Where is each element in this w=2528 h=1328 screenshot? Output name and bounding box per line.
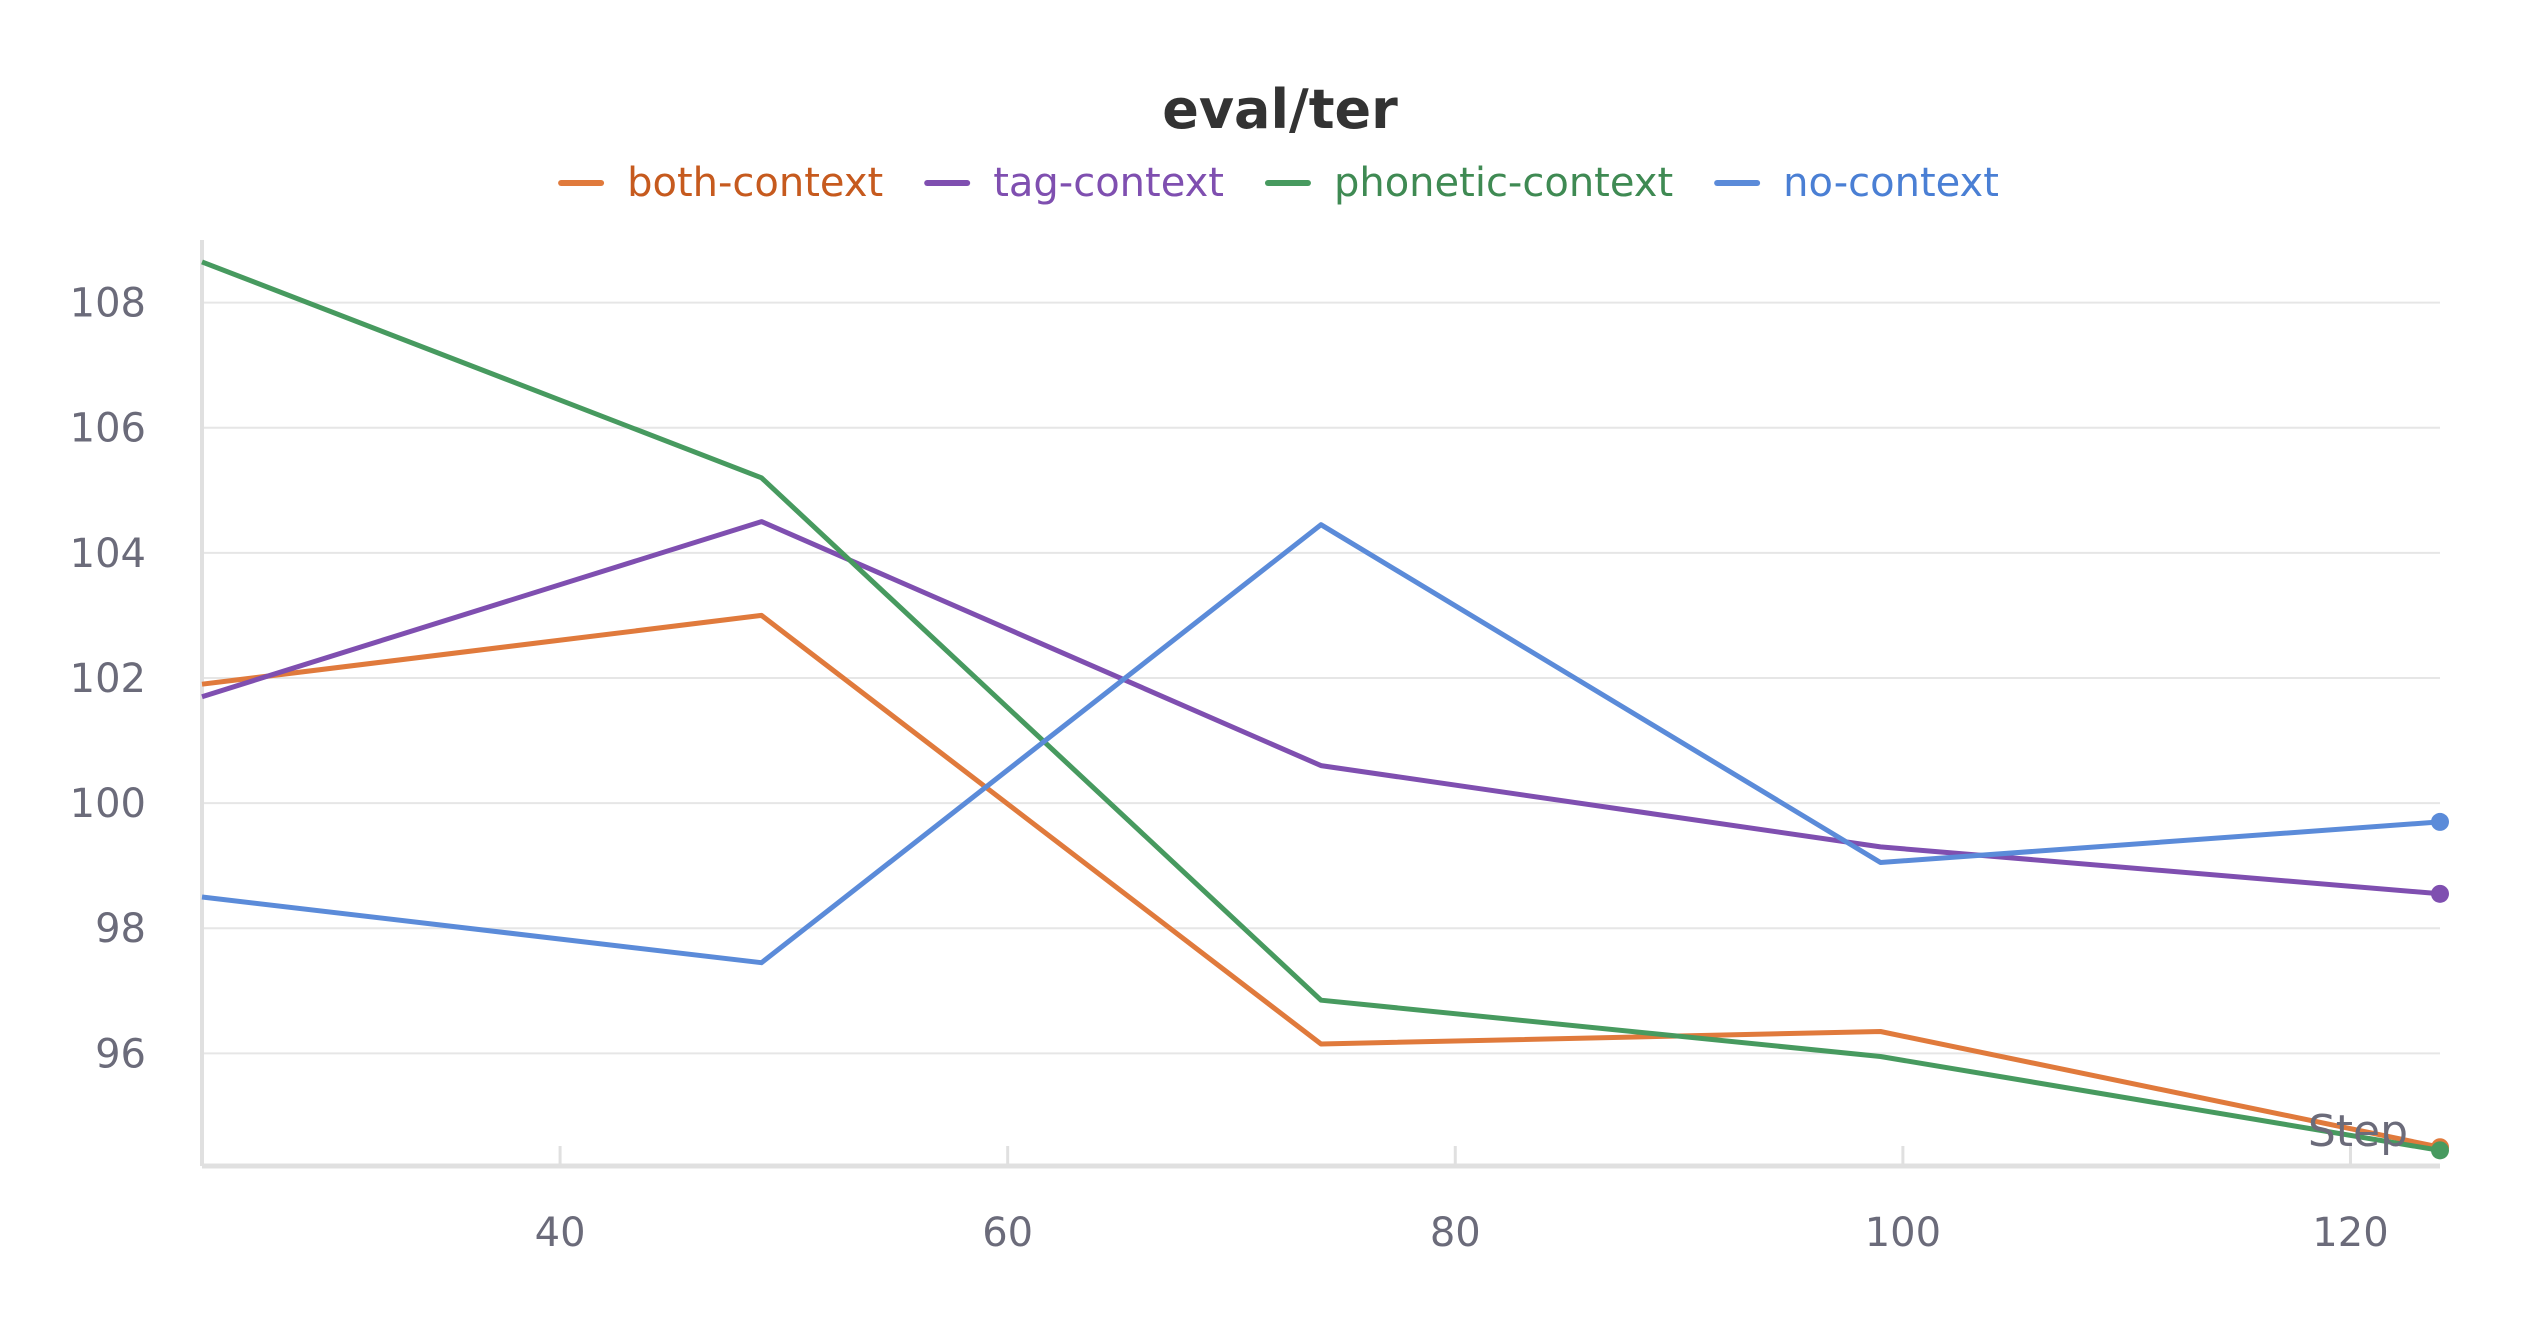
y-tick-label: 98 [95,906,146,952]
legend: both-context tag-context phonetic-context n… [558,160,1999,206]
series-line-tag-context [201,519,2441,897]
series-end-point-tag-context [2431,884,2449,903]
y-tick-label: 106 [70,406,146,452]
y-tick-label: 108 [70,281,146,327]
y-tick-label: 104 [70,531,146,577]
x-axis-label: Step [2308,1106,2408,1157]
legend-label: both-context [627,160,883,206]
axes: 96 98 100 102 104 106 108 40 60 80 100 120 [70,240,2440,1256]
series-line-phonetic-context [201,259,2441,1153]
legend-item-no-context: no-context [1714,160,1999,206]
legend-item-both-context: both-context [558,160,883,206]
grid-lines [202,301,2440,1055]
series-end-point-phonetic-context [2431,1141,2449,1160]
series-lines [201,259,2449,1160]
legend-label: tag-context [993,160,1224,206]
series-end-point-no-context [2431,812,2449,831]
y-tick-label: 102 [70,656,146,702]
x-tick-label: 120 [2312,1210,2388,1256]
chart-title: eval/ter [1162,78,1398,141]
legend-label: no-context [1783,160,1999,206]
legend-item-phonetic-context: phonetic-context [1264,160,1673,206]
y-tick-label: 96 [95,1031,146,1077]
x-tick-label: 80 [1430,1210,1481,1256]
x-tick-label: 100 [1865,1210,1941,1256]
y-tick-label: 100 [70,781,146,827]
legend-item-tag-context: tag-context [924,160,1224,206]
series-line-no-context [201,522,2441,966]
x-tick-label: 60 [982,1210,1033,1256]
legend-label: phonetic-context [1334,160,1673,206]
series-line-both-context [201,612,2441,1150]
x-tick-label: 40 [535,1210,586,1256]
